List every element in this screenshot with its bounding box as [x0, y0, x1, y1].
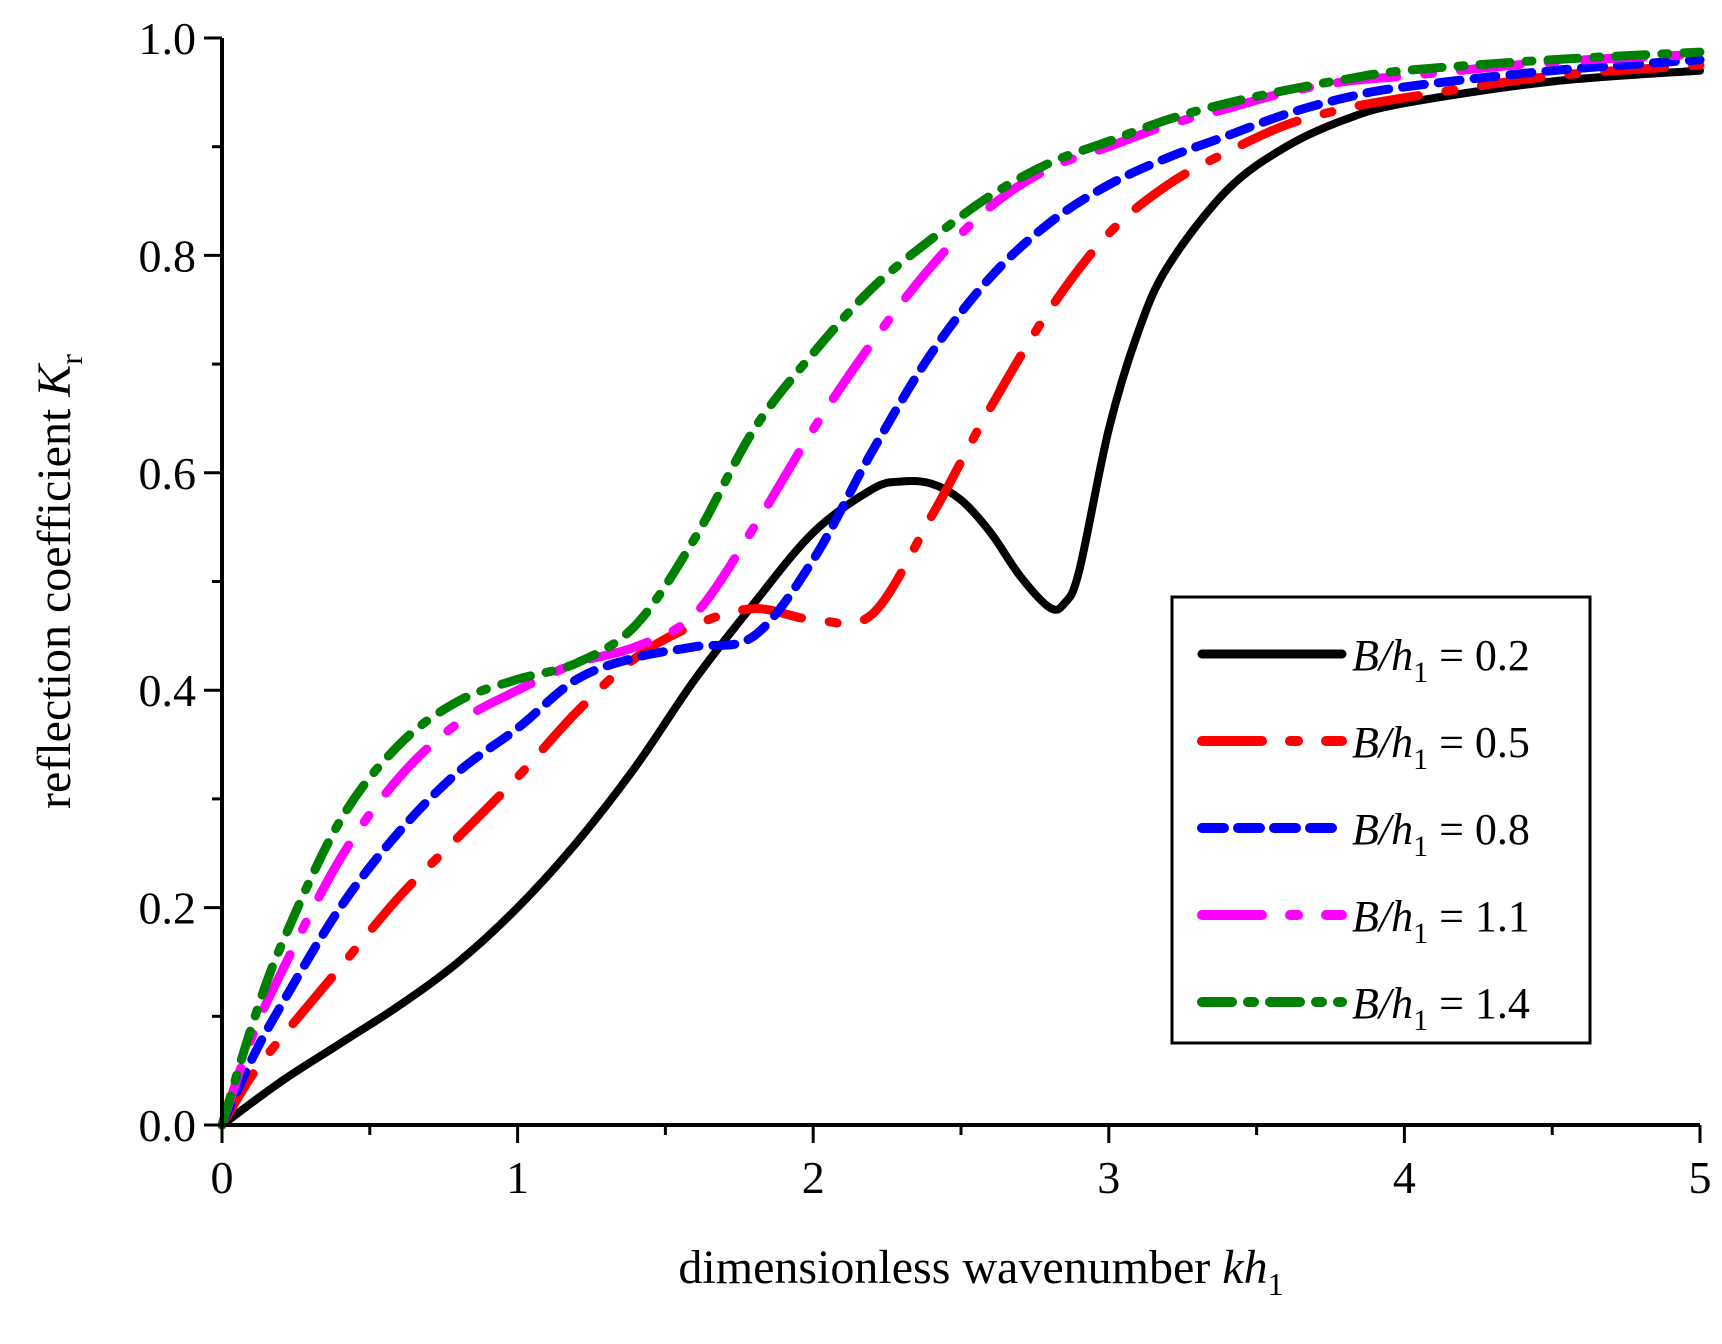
axes-layer: 0 1 2 3 4 5 0.0 0.2 0.4 0.6 0.8 1.0 dimensionless wa… — [28, 13, 1712, 1302]
legend-label-4: B/h1 = 1.1 — [1352, 892, 1530, 950]
x-tick-label: 3 — [1097, 1152, 1120, 1203]
legend-label-3: B/h1 = 0.8 — [1352, 805, 1530, 863]
legend-label-1: B/h1 = 0.2 — [1352, 631, 1530, 689]
y-tick-label: 1.0 — [139, 13, 197, 64]
legend-label-2: B/h1 = 0.5 — [1352, 718, 1530, 776]
y-tick-label: 0.0 — [139, 1100, 197, 1151]
series-layer — [217, 47, 1705, 1130]
y-axis-title: reflection coefficient Kr — [28, 354, 89, 809]
legend: B/h1 = 0.2 B/h1 = 0.5 B/h1 = 0.8 B/h1 = 1.1… — [1170, 595, 1592, 1045]
series-line-3 — [217, 55, 1705, 1130]
series-line-5 — [217, 47, 1705, 1130]
y-tick-label: 0.2 — [139, 883, 197, 934]
legend-label-5: B/h1 = 1.4 — [1352, 979, 1530, 1037]
x-tick-label: 5 — [1689, 1152, 1712, 1203]
x-tick-label: 1 — [506, 1152, 529, 1203]
x-tick-label: 0 — [211, 1152, 234, 1203]
x-tick-label: 2 — [802, 1152, 825, 1203]
x-tick-label: 4 — [1393, 1152, 1416, 1203]
series-line-1 — [218, 66, 1704, 1129]
legend-box — [1170, 595, 1592, 1045]
y-tick-label: 0.4 — [139, 665, 197, 716]
series-line-2 — [217, 60, 1705, 1130]
y-tick-label: 0.8 — [139, 230, 197, 281]
x-axis-title: dimensionless wavenumber kh1 — [678, 1241, 1283, 1302]
y-tick-label: 0.6 — [139, 448, 197, 499]
